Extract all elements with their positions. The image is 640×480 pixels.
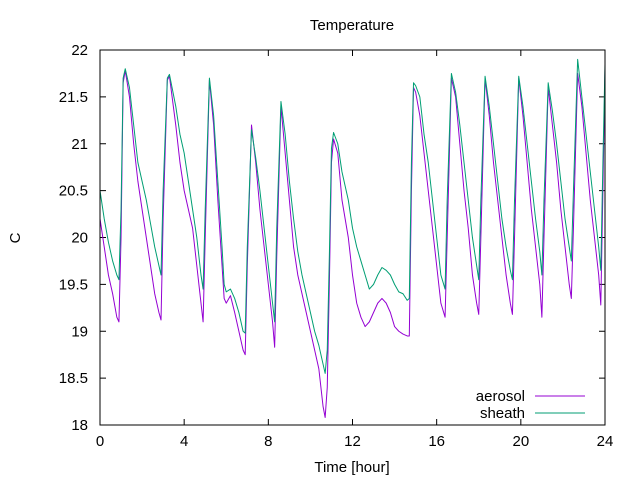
y-axis-label: C xyxy=(7,232,24,243)
x-tick-label: 12 xyxy=(344,433,361,450)
y-tick-label: 19 xyxy=(71,323,88,340)
x-axis-label: Time [hour] xyxy=(314,459,389,476)
x-tick-label: 0 xyxy=(96,433,104,450)
x-tick-label: 20 xyxy=(512,433,529,450)
y-tick-label: 20.5 xyxy=(59,183,88,200)
legend-label-aerosol: aerosol xyxy=(476,388,525,405)
y-tick-label: 19.5 xyxy=(59,276,88,293)
x-tick-label: 8 xyxy=(264,433,272,450)
chart-title: Temperature xyxy=(310,17,394,34)
y-tick-label: 18.5 xyxy=(59,370,88,387)
x-tick-label: 16 xyxy=(428,433,445,450)
y-tick-label: 18 xyxy=(71,417,88,434)
series-lines xyxy=(99,58,606,418)
series-line-aerosol xyxy=(99,68,606,418)
plot-frame xyxy=(99,49,606,426)
y-tick-label: 21 xyxy=(71,136,88,153)
legend-label-sheath: sheath xyxy=(480,405,525,422)
axis-ticks: 0 4 8 12 16 20 24 18 18.5 19 19.5 20 20.5 21 21.5 22 xyxy=(59,42,614,450)
y-tick-label: 20 xyxy=(71,230,88,247)
y-tick-label: 21.5 xyxy=(59,89,88,106)
series-line-sheath xyxy=(99,58,606,374)
x-tick-label: 24 xyxy=(597,433,614,450)
x-tick-label: 4 xyxy=(180,433,188,450)
y-tick-label: 22 xyxy=(71,42,88,59)
